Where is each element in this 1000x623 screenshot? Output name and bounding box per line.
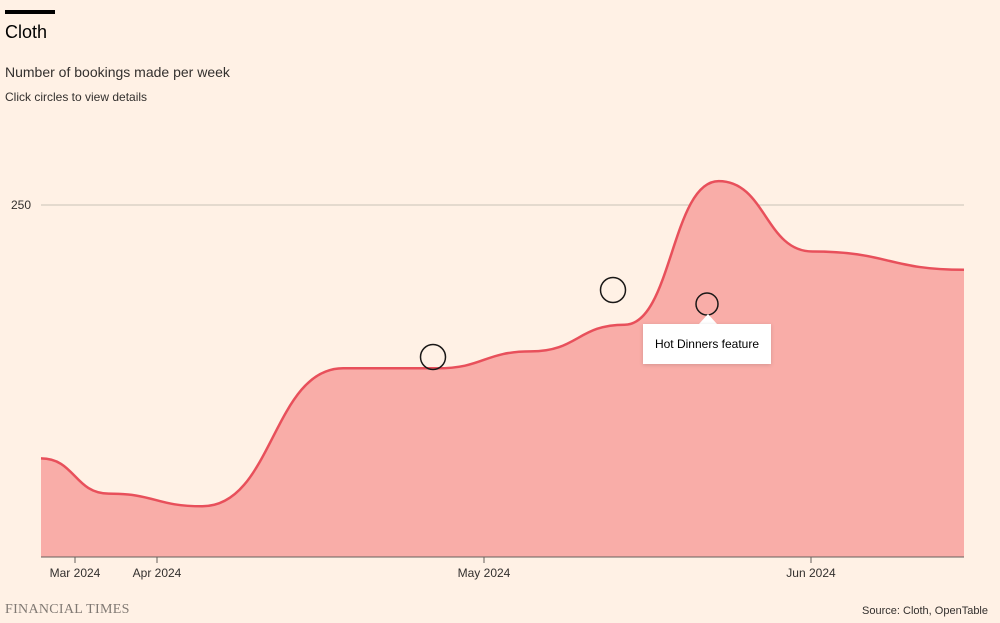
annotation-circle-1[interactable] (419, 343, 447, 371)
chart-subtitle: Number of bookings made per week (5, 64, 230, 80)
annotation-tooltip: Hot Dinners feature (643, 324, 771, 364)
x-tick-may-2024: May 2024 (458, 566, 511, 580)
x-tick-mar-2024: Mar 2024 (50, 566, 101, 580)
ft-logo: FINANCIAL TIMES (5, 602, 130, 617)
title-rule (5, 10, 55, 14)
chart-title: Cloth (5, 22, 48, 42)
tooltip-arrow (699, 314, 717, 324)
tooltip-text: Hot Dinners feature (654, 337, 760, 351)
x-tick-apr-2024: Apr 2024 (133, 566, 182, 580)
chart-hint: Click circles to view details (5, 90, 148, 104)
y-tick-250: 250 (11, 198, 31, 212)
series-area (41, 181, 964, 557)
x-tick-jun-2024: Jun 2024 (786, 566, 836, 580)
series-line (40, 179, 965, 508)
annotation-circle-2[interactable] (599, 276, 627, 304)
source-note: Source: Cloth, OpenTable (862, 605, 988, 617)
